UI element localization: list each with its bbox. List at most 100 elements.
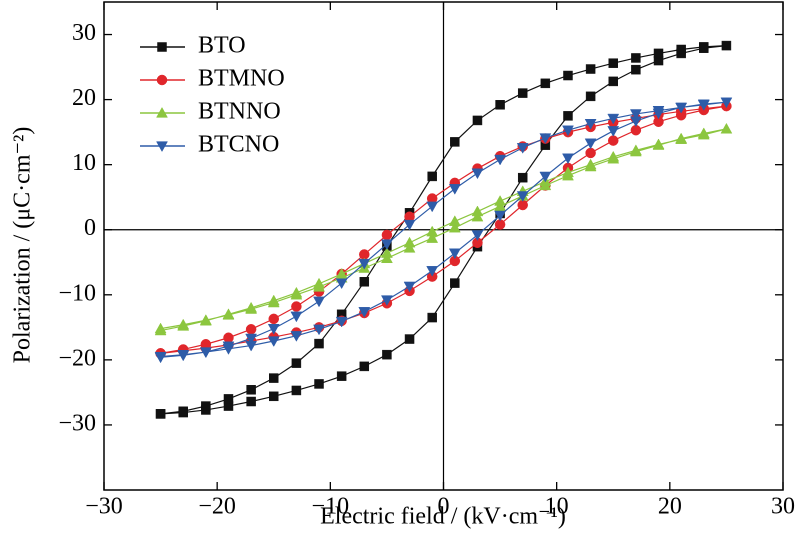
data-point: [314, 379, 324, 389]
y-tick-label: 30: [72, 20, 96, 46]
data-point: [426, 232, 439, 243]
data-point: [494, 200, 507, 211]
data-point: [631, 53, 641, 63]
data-point: [584, 138, 597, 150]
data-point: [472, 115, 483, 126]
data-point: [177, 350, 190, 362]
data-point: [358, 307, 371, 318]
data-point: [291, 358, 302, 368]
data-point: [268, 313, 279, 325]
data-point: [359, 277, 370, 287]
data-point: [450, 137, 460, 147]
data-point: [494, 154, 507, 166]
data-point: [245, 333, 258, 345]
data-point: [359, 361, 370, 372]
data-point: [403, 219, 416, 231]
data-point: [631, 64, 641, 75]
data-point: [539, 133, 552, 145]
data-point: [584, 119, 597, 130]
data-point: [675, 133, 688, 144]
data-point: [562, 125, 574, 137]
data-point: [154, 352, 167, 364]
data-point: [584, 158, 597, 170]
y-axis-label: Polarization / (μC·cm⁻²): [10, 127, 36, 364]
data-point: [629, 144, 642, 156]
data-point: [517, 88, 528, 98]
data-point: [697, 100, 710, 111]
data-point: [313, 324, 325, 336]
data-point: [291, 385, 302, 396]
data-point: [291, 301, 302, 312]
data-point: [223, 394, 234, 404]
x-tick-label: 20: [658, 494, 682, 520]
data-point: [539, 171, 552, 183]
data-point: [269, 373, 279, 383]
data-point: [222, 308, 235, 319]
legend-marker: [156, 106, 168, 118]
data-point: [494, 210, 507, 222]
x-tick-label: −10: [312, 494, 350, 520]
data-point: [290, 311, 303, 323]
data-point: [563, 111, 573, 121]
x-tick-label: −20: [198, 494, 236, 520]
data-point: [471, 230, 484, 241]
data-point: [721, 40, 732, 51]
data-point: [358, 258, 371, 270]
data-point: [290, 331, 303, 342]
legend-marker: [156, 141, 168, 153]
data-point: [382, 349, 392, 360]
data-point: [335, 267, 348, 279]
y-tick-label: 0: [84, 215, 96, 241]
legend-label: BTCNO: [198, 132, 279, 158]
x-tick-label: −30: [85, 494, 123, 520]
data-point: [267, 323, 280, 335]
data-point: [585, 64, 596, 74]
legend-label: BTNNO: [198, 99, 281, 125]
data-point: [178, 406, 188, 417]
data-point: [403, 236, 416, 248]
data-point: [720, 122, 733, 134]
data-point: [245, 301, 258, 313]
data-point: [471, 210, 484, 222]
y-tick-label: 20: [72, 85, 96, 111]
data-point: [426, 225, 439, 237]
data-point: [336, 371, 347, 381]
data-point: [448, 215, 461, 226]
x-tick-label: 0: [438, 494, 450, 520]
y-tick-label: −30: [58, 410, 96, 436]
data-point: [246, 396, 256, 407]
data-point: [562, 153, 574, 165]
data-point: [448, 248, 461, 260]
data-point: [222, 341, 235, 353]
data-point: [608, 135, 619, 146]
data-point: [335, 316, 348, 328]
data-point: [404, 334, 415, 344]
y-tick-label: −20: [58, 345, 96, 371]
data-point: [199, 347, 212, 359]
data-point: [563, 70, 573, 81]
data-point: [608, 76, 618, 87]
data-point: [154, 324, 167, 336]
data-point: [380, 295, 393, 307]
data-point: [516, 143, 529, 154]
x-tick-label: 10: [545, 494, 569, 520]
data-point: [607, 126, 620, 137]
legend-label: BTMNO: [198, 66, 285, 92]
data-point: [380, 252, 393, 264]
data-point: [676, 44, 686, 55]
data-point: [471, 168, 484, 180]
data-point: [223, 332, 234, 343]
data-point: [381, 229, 393, 241]
data-point: [448, 221, 461, 233]
data-point: [516, 191, 529, 202]
data-point: [720, 97, 733, 109]
data-point: [267, 294, 280, 306]
data-point: [335, 278, 348, 290]
data-point: [494, 195, 507, 206]
data-point: [697, 128, 710, 140]
data-point: [267, 336, 280, 348]
data-point: [495, 100, 505, 110]
data-point: [450, 278, 460, 288]
data-point: [246, 385, 256, 395]
data-point: [517, 172, 528, 183]
